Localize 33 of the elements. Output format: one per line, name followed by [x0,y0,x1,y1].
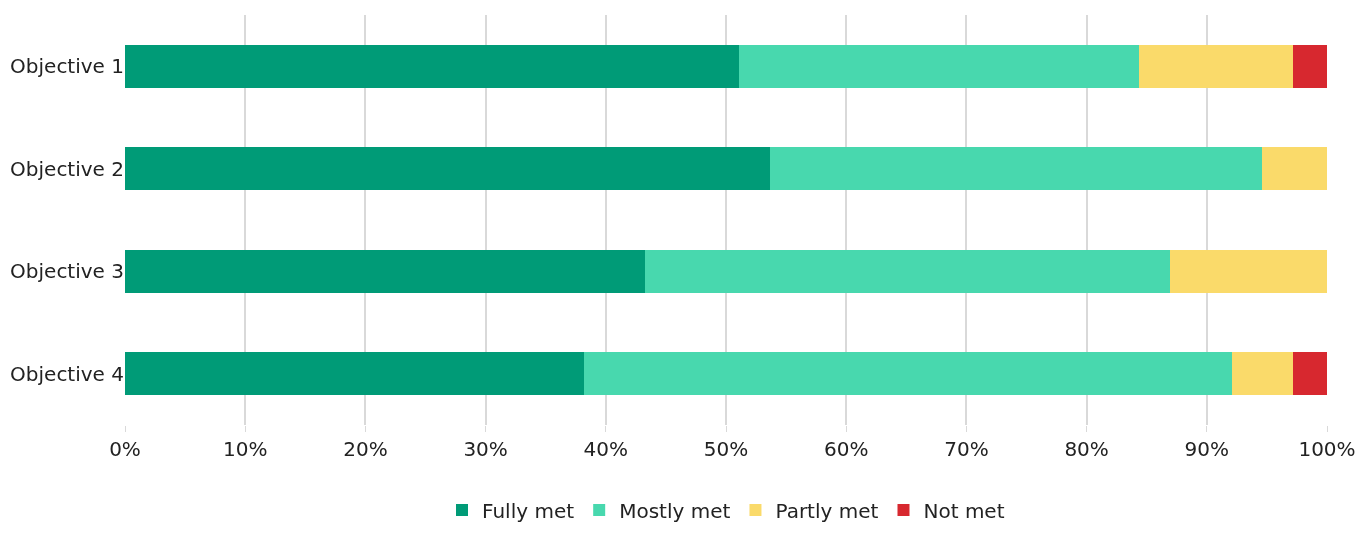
x-tick-label: 100% [1298,437,1356,461]
bar [645,249,1170,293]
bar [1169,249,1327,293]
x-tick-label: 60% [823,437,869,461]
y-tick-label: Objective 3 [10,259,124,284]
bar [584,352,1233,396]
bar [1293,352,1327,396]
bar [125,44,740,88]
x-tick-label: 20% [343,437,388,461]
bar [125,147,771,191]
bar [770,147,1263,191]
legend-label: Fully met [482,498,575,523]
y-tick-label: Objective 4 [10,361,124,386]
y-tick-label: Objective 2 [10,156,124,181]
legend-label: Mostly met [619,498,731,523]
x-tick-label: 10% [222,437,268,461]
x-tick-label: 0% [109,437,141,461]
x-tick-label: 80% [1064,437,1109,461]
legend-label: Partly met [775,498,879,523]
bar [1262,147,1327,191]
x-tick-label: 70% [944,437,989,461]
bar [1139,44,1294,88]
bar [1232,352,1294,396]
y-tick-label: Objective 1 [10,54,124,79]
bar [125,249,646,293]
x-tick-label: 30% [463,437,508,461]
legend-label: Not met [923,498,1005,523]
bar [739,44,1140,88]
x-tick-label: 50% [703,437,749,461]
bar [1293,44,1327,88]
x-tick-label: 90% [1184,437,1230,461]
x-tick-label: 40% [583,437,629,461]
bar [125,352,585,396]
